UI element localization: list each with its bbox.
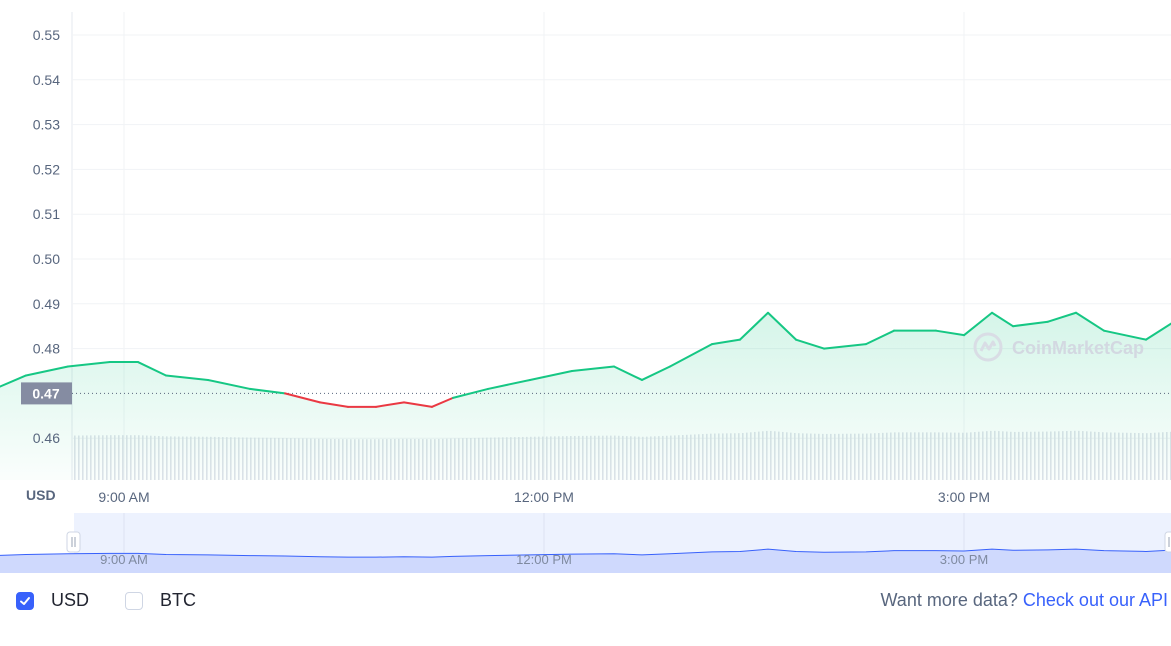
coinmarketcap-logo-icon [973, 332, 1003, 362]
navigator-tick-label: 9:00 AM [100, 552, 148, 567]
checkmark-icon [20, 597, 30, 605]
chart-footer: USD BTC Want more data? Check out our AP… [0, 584, 1171, 620]
navigator-right-handle[interactable] [1164, 531, 1171, 553]
y-tick-label: 0.54 [33, 72, 60, 88]
btc-checkbox-label[interactable]: BTC [160, 590, 196, 610]
navigator-tick-label: 12:00 PM [516, 552, 572, 567]
y-tick-label: 0.49 [33, 296, 60, 312]
currency-axis-label: USD [26, 487, 56, 503]
y-tick-label: 0.52 [33, 161, 60, 177]
usd-checkbox-label[interactable]: USD [51, 590, 90, 610]
api-promo-text: Want more data? [880, 590, 1018, 610]
y-tick-label: 0.48 [33, 341, 60, 357]
price-chart[interactable]: 0.47 0.55 0.54 0.53 0.52 0.51 0.50 0.49 0.48 0.4… [0, 0, 1171, 584]
usd-checkbox[interactable] [16, 592, 34, 610]
y-tick-label: 0.53 [33, 117, 60, 133]
watermark-text: CoinMarketCap [1012, 338, 1144, 358]
y-tick-label: 0.46 [33, 430, 60, 446]
x-tick-label: 3:00 PM [938, 489, 990, 505]
y-tick-label: 0.55 [33, 27, 60, 43]
navigator-tick-label: 3:00 PM [940, 552, 988, 567]
y-tick-label: 0.51 [33, 206, 60, 222]
y-tick-label: 0.50 [33, 251, 60, 267]
x-tick-label: 12:00 PM [514, 489, 574, 505]
reference-price-label: 0.47 [32, 385, 59, 401]
price-area [0, 312, 1171, 480]
price-line [0, 311, 1171, 408]
reference-line: 0.47 [21, 382, 1171, 405]
y-axis: 0.55 0.54 0.53 0.52 0.51 0.50 0.49 0.48 0.46 [33, 27, 60, 446]
navigator-area [0, 549, 1171, 573]
btc-checkbox[interactable] [125, 592, 143, 610]
navigator-line [0, 548, 1171, 558]
x-tick-label: 9:00 AM [98, 489, 149, 505]
watermark: CoinMarketCap [973, 332, 1144, 362]
reference-price-badge [21, 382, 72, 405]
api-link[interactable]: Check out our API [1022, 590, 1168, 610]
navigator-left-handle[interactable] [66, 531, 81, 553]
api-promo: Want more data? Check out our API [880, 590, 1168, 611]
